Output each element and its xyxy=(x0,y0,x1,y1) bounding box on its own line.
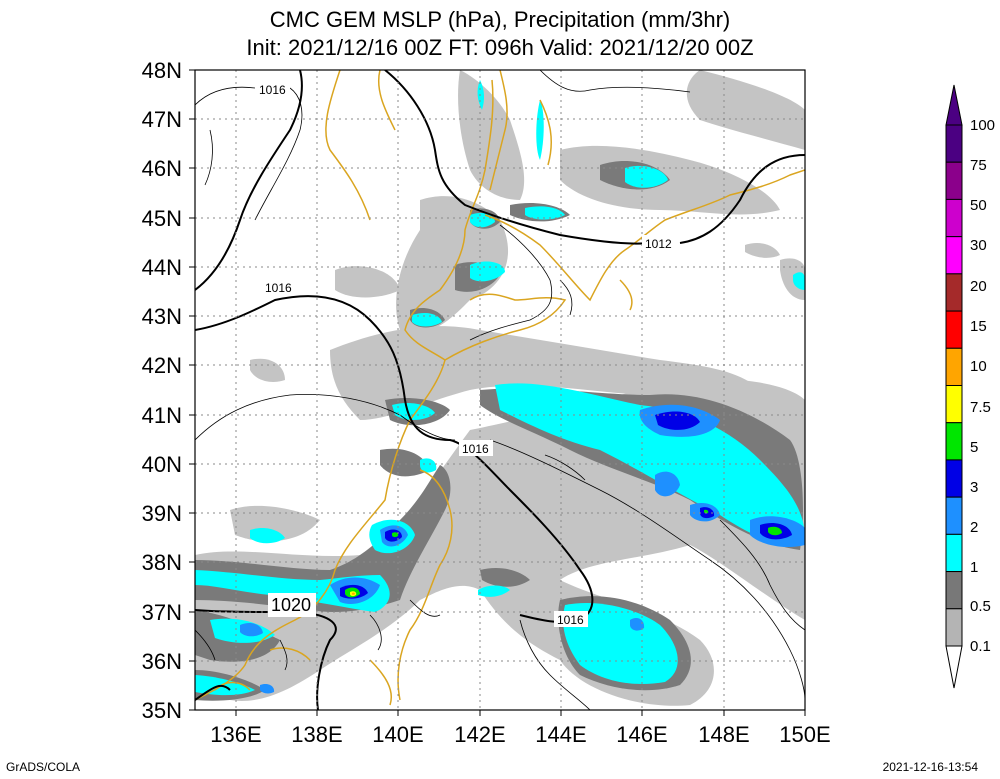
legend-swatch xyxy=(945,273,963,312)
legend-label: 2 xyxy=(970,519,978,536)
y-tick-label: 41N xyxy=(142,403,182,428)
x-tick-label: 148E xyxy=(698,722,749,747)
x-tick-label: 146E xyxy=(616,722,667,747)
legend-swatch xyxy=(945,422,963,461)
y-tick-label: 45N xyxy=(142,206,182,231)
legend-swatch xyxy=(945,347,963,386)
y-tick-label: 48N xyxy=(142,58,182,83)
isobar-label: 1016 xyxy=(557,613,584,627)
legend-swatch xyxy=(945,310,963,349)
x-axis-labels: 136E 138E 140E 142E 144E 146E 148E 150E xyxy=(210,722,830,747)
y-axis-labels: 35N 36N 37N 38N 39N 40N 41N 42N 43N 44N … xyxy=(142,58,182,723)
legend-arrow-bottom xyxy=(945,645,963,689)
legend-label: 15 xyxy=(970,318,987,335)
y-tick-label: 38N xyxy=(142,550,182,575)
x-tick-label: 142E xyxy=(454,722,505,747)
isobars-major xyxy=(195,70,805,710)
legend-swatch xyxy=(945,161,963,200)
footer-timestamp: 2021-12-16-13:54 xyxy=(882,760,978,774)
footer-credit: GrADS/COLA xyxy=(6,760,81,774)
legend-swatch xyxy=(945,198,963,238)
legend-label: 100 xyxy=(970,117,995,134)
legend-label: 30 xyxy=(970,237,987,254)
isobar-label: 1012 xyxy=(645,237,672,251)
legend-label: 0.5 xyxy=(970,598,991,615)
legend-swatch xyxy=(945,124,963,163)
legend-colorbar xyxy=(945,84,963,689)
legend-swatch xyxy=(945,496,963,535)
map-subtitle: Init: 2021/12/16 00Z FT: 096h Valid: 202… xyxy=(246,35,754,60)
y-tick-label: 40N xyxy=(142,452,182,477)
legend-label: 5 xyxy=(970,439,978,456)
axis-ticks xyxy=(189,69,806,716)
legend-label: 3 xyxy=(970,479,978,496)
legend-labels: 0.1 0.5 1 2 3 5 7.5 10 15 20 30 50 75 10… xyxy=(970,117,995,655)
x-tick-label: 140E xyxy=(372,722,423,747)
legend-label: 10 xyxy=(970,358,987,375)
legend-label: 50 xyxy=(970,197,987,214)
legend-swatch xyxy=(945,608,963,647)
map-title: CMC GEM MSLP (hPa), Precipitation (mm/3h… xyxy=(269,7,731,32)
x-tick-label: 144E xyxy=(535,722,586,747)
isobar-label-high: 1020 xyxy=(271,595,311,615)
isobar-label: 1016 xyxy=(259,83,286,97)
legend-swatch xyxy=(945,571,963,610)
legend-label: 7.5 xyxy=(970,399,991,416)
plot-frame xyxy=(194,69,806,711)
grid-lines xyxy=(195,70,805,710)
legend-swatch xyxy=(945,236,963,275)
y-tick-label: 46N xyxy=(142,156,182,181)
y-tick-label: 47N xyxy=(142,107,182,132)
x-tick-label: 136E xyxy=(210,722,261,747)
y-tick-label: 37N xyxy=(142,600,182,625)
y-tick-label: 39N xyxy=(142,501,182,526)
isobars-minor xyxy=(195,70,805,710)
legend-label: 1 xyxy=(970,559,978,576)
legend-swatch xyxy=(945,385,963,424)
isobar-label: 1016 xyxy=(462,442,489,456)
coastline xyxy=(195,70,805,706)
precip-core xyxy=(345,509,782,598)
isobar-labels: 1016 1016 1012 1016 1016 1020 xyxy=(256,81,676,627)
legend-label: 75 xyxy=(970,157,987,174)
y-tick-label: 35N xyxy=(142,698,182,723)
y-tick-label: 42N xyxy=(142,353,182,378)
legend-label: 20 xyxy=(970,278,987,295)
y-tick-label: 43N xyxy=(142,304,182,329)
legend-label: 0.1 xyxy=(970,638,991,655)
legend-arrow-top xyxy=(945,84,963,126)
y-tick-label: 36N xyxy=(142,649,182,674)
isobar-label: 1016 xyxy=(265,281,292,295)
x-tick-label: 150E xyxy=(779,722,830,747)
y-tick-label: 44N xyxy=(142,255,182,280)
legend-swatch xyxy=(945,533,963,573)
x-tick-label: 138E xyxy=(291,722,342,747)
legend-swatch xyxy=(945,459,963,498)
